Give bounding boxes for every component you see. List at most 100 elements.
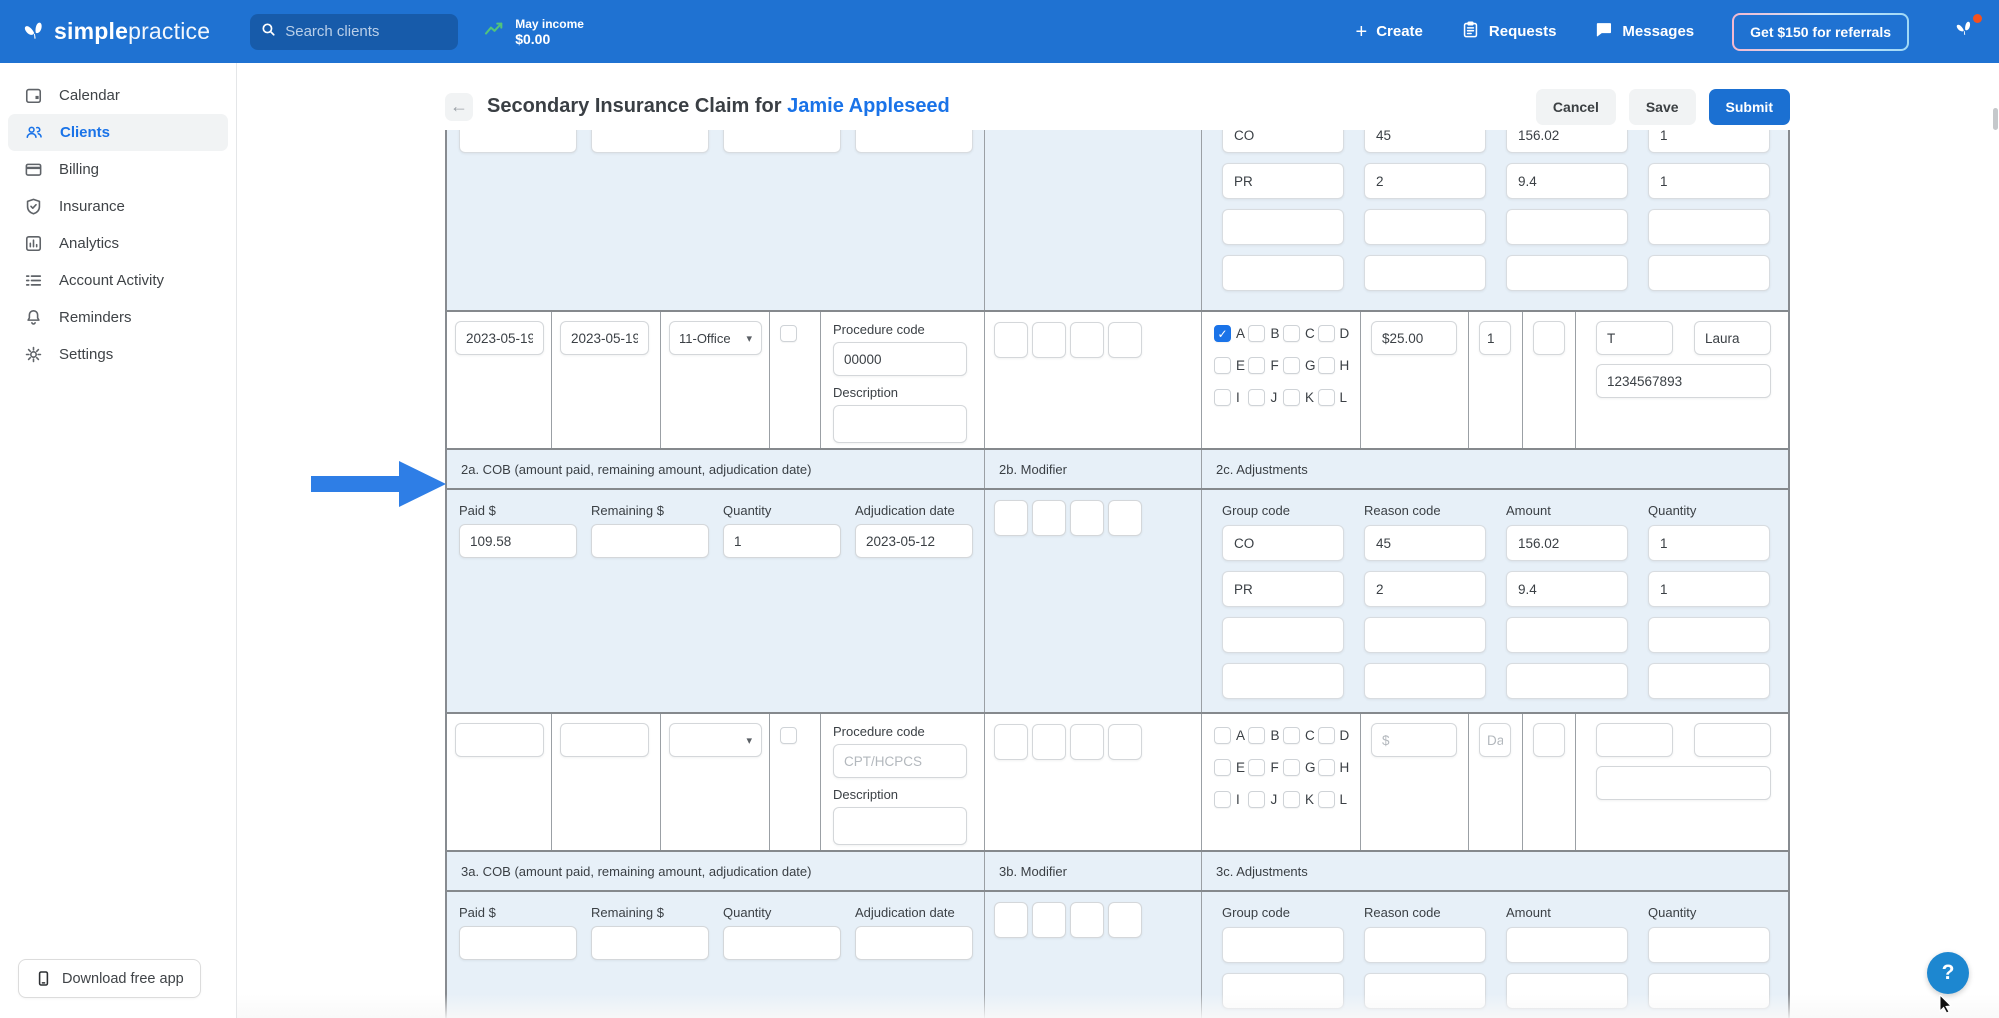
cancel-button[interactable]: Cancel [1536,89,1616,125]
dx-checkbox-A[interactable] [1214,325,1231,342]
dx-checkbox-J[interactable] [1248,791,1265,808]
procedure-code-input[interactable] [833,744,967,778]
modifier-box[interactable] [1108,500,1142,536]
description-input[interactable] [833,807,967,845]
provider-last-input[interactable] [1694,723,1771,757]
back-button[interactable]: ← [445,93,473,121]
adjustment-input[interactable] [1506,617,1628,653]
brand-logo[interactable]: simplepractice [22,18,210,45]
provider-first-input[interactable] [1596,321,1673,355]
adjudication-date-input[interactable] [855,926,973,960]
modifier-box[interactable] [994,902,1028,938]
dx-checkbox-B[interactable] [1248,727,1265,744]
adjustment-input[interactable] [1648,617,1770,653]
modifier-box[interactable] [1108,724,1142,760]
modifier-box[interactable] [1070,724,1104,760]
adjustment-input[interactable] [1222,525,1344,561]
adjustment-input[interactable] [1222,255,1344,291]
messages-button[interactable]: Messages [1594,20,1694,43]
adjustment-input[interactable] [1364,163,1486,199]
client-name-link[interactable]: Jamie Appleseed [787,95,950,117]
adjustment-input[interactable] [1364,571,1486,607]
dx-checkbox-F[interactable] [1248,759,1265,776]
adjustment-input[interactable] [1222,927,1344,963]
adjustment-input[interactable] [1506,927,1628,963]
provider-npi-input[interactable] [1596,364,1771,398]
epsdt-plan-input[interactable] [1533,321,1565,355]
save-button[interactable]: Save [1629,89,1696,125]
dx-checkbox-I[interactable] [1214,389,1231,406]
adjustment-input[interactable] [1506,255,1628,291]
adjustment-input[interactable] [1648,663,1770,699]
dx-checkbox-G[interactable] [1283,357,1300,374]
requests-button[interactable]: Requests [1461,20,1557,43]
dx-checkbox-F[interactable] [1248,357,1265,374]
modifier-box[interactable] [1070,500,1104,536]
adjustment-input[interactable] [1648,525,1770,561]
units-input[interactable] [1479,321,1511,355]
modifier-box[interactable] [1032,500,1066,536]
dx-checkbox-E[interactable] [1214,357,1231,374]
epsdt-plan-input[interactable] [1533,723,1565,757]
adjustment-input[interactable] [1222,130,1344,153]
dx-checkbox-J[interactable] [1248,389,1265,406]
modifier-box[interactable] [1070,322,1104,358]
modifier-box[interactable] [994,500,1028,536]
adjustment-input[interactable] [1364,130,1486,153]
modifier-box[interactable] [1032,724,1066,760]
create-button[interactable]: + Create [1356,22,1423,42]
adjustment-input[interactable] [1364,663,1486,699]
adjustment-input[interactable] [1648,209,1770,245]
cob1-paid-input[interactable] [459,130,577,153]
adjustment-input[interactable] [1648,163,1770,199]
adjustment-input[interactable] [1222,973,1344,1009]
adjustment-input[interactable] [1364,973,1486,1009]
cob1-quantity-input[interactable] [723,130,841,153]
date-to-input[interactable] [560,321,649,355]
charges-input[interactable] [1371,723,1457,757]
dx-checkbox-C[interactable] [1283,727,1300,744]
adjustment-input[interactable] [1364,927,1486,963]
dx-checkbox-G[interactable] [1283,759,1300,776]
epsdt-checkbox[interactable] [780,325,797,342]
sidebar-item-insurance[interactable]: Insurance [8,188,228,225]
quantity-input[interactable] [723,926,841,960]
adjudication-date-input[interactable] [855,524,973,558]
dx-checkbox-K[interactable] [1283,389,1300,406]
adjustment-input[interactable] [1222,209,1344,245]
adjustment-input[interactable] [1506,525,1628,561]
sidebar-item-clients[interactable]: Clients [8,114,228,151]
quantity-input[interactable] [723,524,841,558]
date-from-input[interactable] [455,723,544,757]
monthly-income-widget[interactable]: May income $0.00 [484,17,584,47]
modifier-box[interactable] [1108,322,1142,358]
place-of-service-select[interactable]: ▾ [669,723,762,757]
adjustment-input[interactable] [1364,209,1486,245]
adjustment-input[interactable] [1506,973,1628,1009]
dx-checkbox-H[interactable] [1318,759,1335,776]
adjustment-input[interactable] [1364,617,1486,653]
units-input[interactable] [1479,723,1511,757]
adjustment-input[interactable] [1222,663,1344,699]
remaining-input[interactable] [591,926,709,960]
adjustment-input[interactable] [1222,571,1344,607]
adjustment-input[interactable] [1648,927,1770,963]
date-from-input[interactable] [455,321,544,355]
sidebar-item-analytics[interactable]: Analytics [8,225,228,262]
download-app-button[interactable]: Download free app [18,959,201,998]
paid-input[interactable] [459,926,577,960]
procedure-code-input[interactable] [833,342,967,376]
adjustment-input[interactable] [1506,130,1628,153]
charges-input[interactable] [1371,321,1457,355]
modifier-box[interactable] [994,322,1028,358]
sidebar-item-settings[interactable]: Settings [8,336,228,373]
modifier-box[interactable] [1070,902,1104,938]
adjustment-input[interactable] [1506,209,1628,245]
sidebar-item-billing[interactable]: Billing [8,151,228,188]
modifier-box[interactable] [1108,902,1142,938]
adjustment-input[interactable] [1648,255,1770,291]
adjustment-input[interactable] [1364,525,1486,561]
provider-npi-input[interactable] [1596,766,1771,800]
date-to-input[interactable] [560,723,649,757]
dx-checkbox-L[interactable] [1318,389,1335,406]
